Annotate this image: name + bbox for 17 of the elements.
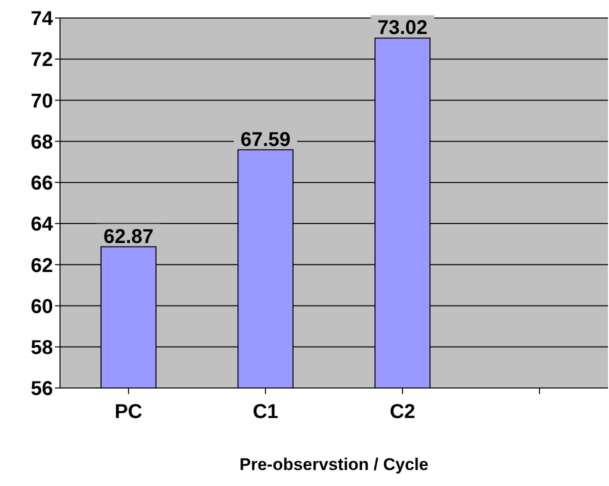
y-tick-label: 68 bbox=[30, 131, 53, 154]
data-label: 67.59 bbox=[240, 128, 291, 151]
y-tick-label: 70 bbox=[30, 90, 53, 112]
y-tick-label: 74 bbox=[30, 8, 54, 30]
y-tick-label: 66 bbox=[30, 172, 53, 195]
y-tick-label: 56 bbox=[30, 378, 53, 400]
y-tick-label: 72 bbox=[30, 49, 53, 72]
x-axis-title: Pre-observstion / Cycle bbox=[240, 455, 428, 474]
y-tick-label: 64 bbox=[30, 214, 54, 236]
data-label: 62.87 bbox=[103, 226, 154, 248]
y-tick-label: 60 bbox=[30, 296, 53, 318]
y-tick-label: 62 bbox=[30, 254, 53, 277]
y-tick-label: 58 bbox=[30, 336, 53, 359]
x-tick-label: PC bbox=[114, 401, 142, 424]
x-tick-label: C2 bbox=[390, 401, 416, 424]
x-tick-label: C1 bbox=[252, 401, 278, 424]
data-label: 73.02 bbox=[377, 17, 428, 40]
